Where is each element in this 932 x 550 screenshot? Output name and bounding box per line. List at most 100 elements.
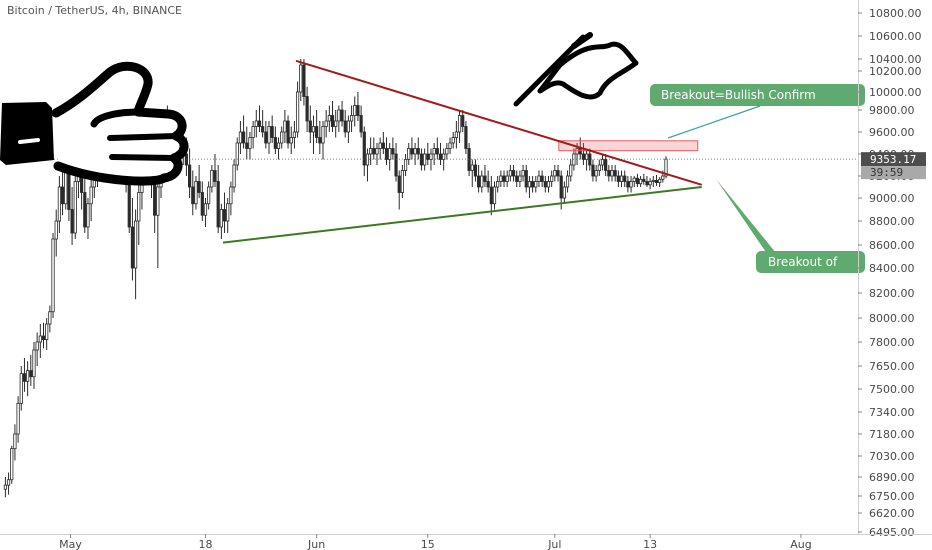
candle-body: [305, 96, 309, 122]
y-tick-label: 8800.00: [869, 215, 915, 228]
candle: [346, 115, 351, 143]
callout-bullish-confirm-text: Breakout=Bullish Confirm: [661, 88, 816, 102]
candle-body: [35, 341, 39, 351]
candle-body: [654, 179, 659, 183]
candle-body: [203, 203, 208, 216]
annotations: [0, 59, 858, 258]
candle: [616, 170, 620, 187]
candle: [194, 176, 198, 210]
candle-body: [645, 181, 649, 186]
candle: [410, 137, 414, 160]
candle: [457, 110, 462, 143]
candle: [556, 165, 560, 182]
candle: [13, 424, 17, 461]
candle-body: [556, 170, 560, 177]
candle-body: [191, 186, 195, 205]
candle: [280, 126, 284, 149]
candle: [273, 126, 277, 154]
candle-body: [616, 175, 620, 182]
candle-body: [429, 153, 433, 160]
resistance-trendline[interactable]: [295, 59, 703, 186]
candle-body: [435, 148, 439, 155]
candle: [334, 110, 338, 138]
candle-body: [29, 370, 33, 378]
candle: [248, 132, 252, 160]
candle: [413, 143, 417, 165]
candle: [635, 173, 640, 187]
current-price-tag: 9353.17 39:59: [861, 152, 926, 180]
candle-body: [219, 209, 223, 228]
candle: [496, 176, 500, 193]
candle-body: [48, 311, 52, 325]
candle-body: [600, 159, 605, 166]
candle-body: [327, 115, 331, 122]
candle-body: [64, 170, 68, 205]
candle-body: [467, 148, 471, 171]
candle-body: [372, 148, 376, 155]
candle: [594, 165, 598, 182]
y-tick-label: 9600.00: [869, 126, 915, 139]
candle-body: [321, 126, 325, 144]
candle-body: [235, 142, 239, 166]
candle-body: [524, 170, 528, 188]
candle-body: [623, 175, 627, 182]
callout-connector: [667, 105, 761, 139]
candle: [32, 342, 36, 389]
candle: [315, 110, 319, 143]
candle: [623, 170, 627, 187]
candle-body: [451, 137, 455, 144]
candle-body: [251, 126, 255, 138]
candle-body: [473, 164, 478, 177]
candle-body: [594, 170, 598, 177]
candle: [35, 332, 39, 366]
candle-body: [60, 186, 65, 205]
x-tick-label: Jun: [307, 538, 325, 550]
candle-body: [648, 181, 652, 186]
candle: [569, 159, 573, 182]
candle: [229, 181, 233, 216]
candle: [511, 165, 516, 182]
callout-bullish-confirm[interactable]: Breakout=Bullish Confirm: [650, 84, 865, 106]
candle-body: [308, 120, 312, 133]
candle-body: [604, 159, 608, 171]
candle: [432, 143, 436, 165]
candle-body: [550, 175, 554, 182]
candle-body: [153, 181, 157, 216]
candle-body: [359, 115, 363, 133]
candle-body: [527, 181, 532, 188]
candle-body: [394, 153, 398, 177]
candle-body: [315, 126, 319, 138]
candle: [464, 121, 468, 154]
callout-breakout-of[interactable]: Breakout of: [756, 251, 865, 273]
candle: [57, 176, 61, 233]
candle: [324, 110, 328, 138]
y-tick-label: 9800.00: [869, 104, 915, 117]
candle: [216, 165, 220, 233]
candle: [203, 198, 208, 227]
time-axis[interactable]: May 18 Jun 15 Jul 13 Aug: [0, 534, 932, 550]
candle-body: [553, 170, 557, 177]
candle: [372, 137, 376, 160]
y-tick-label: 10000.00: [869, 86, 922, 99]
resistance-zone-box[interactable]: [558, 140, 699, 152]
candle-body: [597, 164, 601, 171]
candle: [658, 177, 662, 187]
x-tick-label: 15: [421, 538, 435, 550]
candle: [86, 198, 90, 239]
candle: [604, 154, 608, 176]
candle-body: [486, 181, 490, 188]
candle-body: [137, 192, 141, 222]
candle-body: [381, 142, 385, 149]
candle: [626, 176, 630, 193]
candle: [305, 86, 309, 132]
candle-body: [280, 131, 284, 144]
candle-body: [318, 137, 322, 144]
support-trendline[interactable]: [222, 186, 702, 244]
candle-body: [470, 164, 474, 171]
y-tick-label: 7030.00: [869, 450, 915, 463]
candle: [515, 170, 519, 187]
candle-body: [349, 115, 354, 122]
candle: [22, 358, 27, 392]
